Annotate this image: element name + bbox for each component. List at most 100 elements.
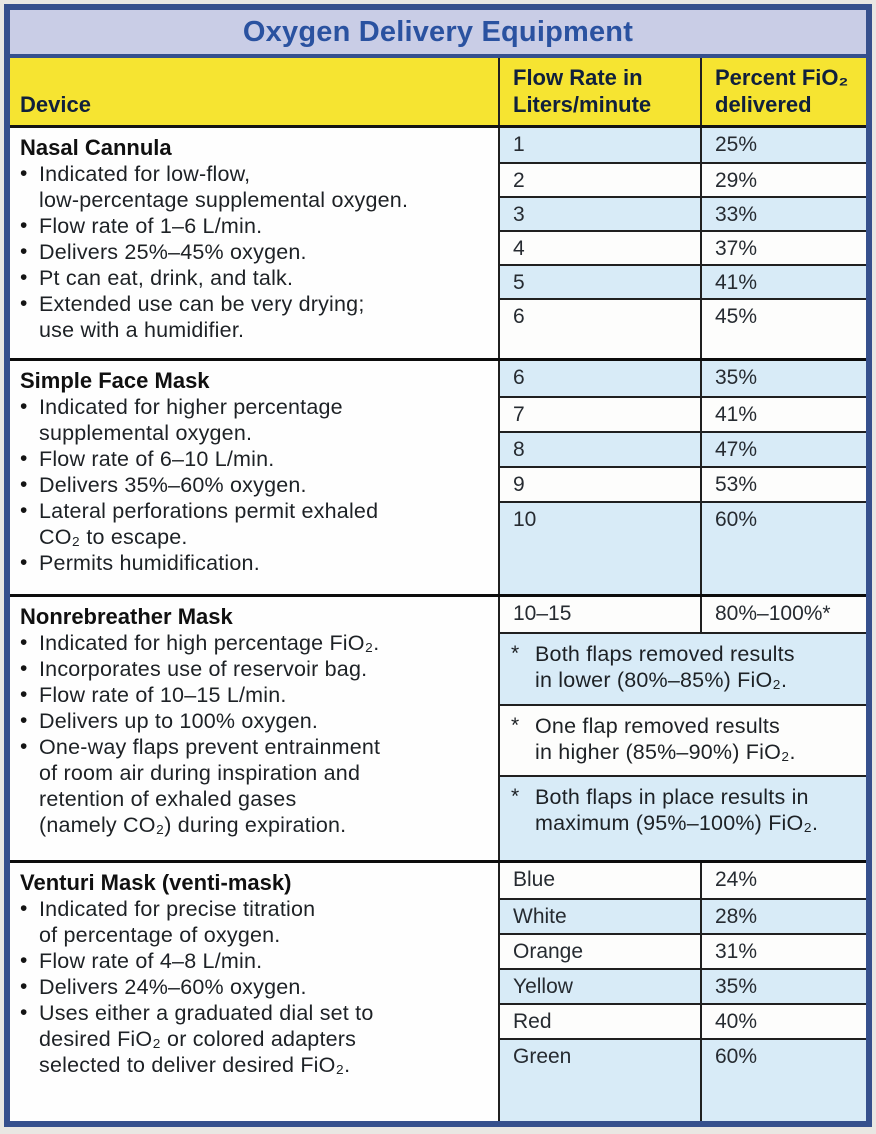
flow-rate-cell: 8 (500, 433, 702, 466)
table-row: Yellow 35% (500, 968, 866, 1003)
bullet-icon: • (20, 162, 28, 185)
bullet-text: Delivers 35%–60% oxygen. (39, 473, 307, 497)
bullet-icon: • (20, 473, 28, 496)
device-heading: Nonrebreather Mask (20, 604, 233, 629)
device-cell: Simple Face Mask • Indicated for higher p… (10, 361, 500, 594)
flow-rate-cell: 3 (500, 198, 702, 230)
bullet-text: Indicated for low-flow, low-percentage s… (39, 162, 409, 212)
page-title: Oxygen Delivery Equipment (242, 15, 634, 48)
bullet-text: Flow rate of 1–6 L/min. (39, 214, 263, 238)
asterisk-marker: * (511, 785, 520, 808)
device-heading: Nasal Cannula (20, 135, 172, 160)
table-row: 9 53% (500, 466, 866, 501)
device-cell: Nasal Cannula • Indicated for low-flow, l… (10, 128, 500, 358)
bullet-icon: • (20, 735, 28, 758)
fio2-cell: 35% (715, 975, 758, 998)
fio2-cell: 80%–100%* (715, 602, 831, 625)
bullet-item: • Delivers up to 100% oxygen. (20, 708, 490, 734)
rates-grid: 6 35% 7 41% 8 47% 9 53% 10 60% (500, 361, 866, 594)
table-row: Green 60% (500, 1038, 866, 1121)
footnote-row: * Both flaps in place results in maximum… (500, 775, 866, 860)
fio2-cell: 60% (715, 508, 758, 531)
table-row: 10 60% (500, 501, 866, 594)
flow-rate-cell: 7 (500, 398, 702, 431)
table-row: 6 35% (500, 361, 866, 396)
table-row: 4 37% (500, 230, 866, 264)
bullet-text: Flow rate of 10–15 L/min. (39, 683, 287, 707)
bullet-item: • Flow rate of 1–6 L/min. (20, 213, 490, 239)
asterisk-marker: * (511, 642, 520, 665)
title-bar: Oxygen Delivery Equipment (10, 10, 866, 58)
device-heading: Simple Face Mask (20, 368, 210, 393)
flow-rate-cell: 6 (500, 300, 702, 358)
bullet-text: Pt can eat, drink, and talk. (39, 266, 294, 290)
bullet-icon: • (20, 395, 28, 418)
flow-rate-cell: Yellow (500, 970, 702, 1003)
flow-rate-cell: White (500, 900, 702, 933)
footnote-row: * Both flaps removed results in lower (8… (500, 632, 866, 704)
bullet-text: Incorporates use of reservoir bag. (39, 657, 368, 681)
fio2-cell: 41% (715, 403, 758, 426)
footnote-text: Both flaps removed results in lower (80%… (535, 642, 795, 692)
section-simple-face-mask: Simple Face Mask • Indicated for higher p… (10, 358, 866, 594)
column-header-fio2: Percent FiO₂ delivered (715, 65, 849, 117)
bullet-icon: • (20, 949, 28, 972)
bullet-text: Delivers 25%–45% oxygen. (39, 240, 307, 264)
table-row: Blue 24% (500, 863, 866, 898)
bullet-text: Flow rate of 4–8 L/min. (39, 949, 263, 973)
flow-rate-cell: 6 (500, 361, 702, 396)
column-header-flow-rate: Flow Rate in Liters/minute (500, 58, 702, 125)
table-row: 6 45% (500, 298, 866, 358)
section-nonrebreather-mask: Nonrebreather Mask • Indicated for high p… (10, 594, 866, 860)
bullet-item: • Extended use can be very drying; use wi… (20, 291, 490, 343)
fio2-cell: 29% (715, 169, 758, 192)
table-row: 2 29% (500, 162, 866, 196)
bullet-icon: • (20, 709, 28, 732)
flow-rate-cell: 2 (500, 164, 702, 196)
device-cell: Venturi Mask (venti-mask) • Indicated for… (10, 863, 500, 1121)
equipment-table: Oxygen Delivery Equipment Device Flow Ra… (4, 4, 872, 1127)
table-row: 5 41% (500, 264, 866, 298)
flow-rate-cell: 5 (500, 266, 702, 298)
bullet-item: • Delivers 35%–60% oxygen. (20, 472, 490, 498)
footnote-text: Both flaps in place results in maximum (… (535, 785, 819, 835)
bullet-item: • Flow rate of 4–8 L/min. (20, 948, 490, 974)
bullet-text: Extended use can be very drying; use wit… (39, 292, 365, 342)
bullet-icon: • (20, 292, 28, 315)
device-heading: Venturi Mask (venti-mask) (20, 870, 292, 895)
bullet-text: Flow rate of 6–10 L/min. (39, 447, 275, 471)
bullet-item: • Delivers 25%–45% oxygen. (20, 239, 490, 265)
bullet-item: • Flow rate of 10–15 L/min. (20, 682, 490, 708)
fio2-cell: 37% (715, 237, 758, 260)
flow-rate-cell: 1 (500, 128, 702, 162)
table-row: White 28% (500, 898, 866, 933)
bullet-icon: • (20, 897, 28, 920)
bullet-text: Delivers 24%–60% oxygen. (39, 975, 307, 999)
flow-rate-cell: Green (500, 1040, 702, 1121)
table-row: 1 25% (500, 128, 866, 162)
bullet-icon: • (20, 447, 28, 470)
table-row: 7 41% (500, 396, 866, 431)
table-row: 10–15 80%–100%* (500, 597, 866, 632)
device-cell: Nonrebreather Mask • Indicated for high p… (10, 597, 500, 860)
bullet-item: • Pt can eat, drink, and talk. (20, 265, 490, 291)
bullet-item: • Delivers 24%–60% oxygen. (20, 974, 490, 1000)
bullet-icon: • (20, 683, 28, 706)
bullet-item: • Flow rate of 6–10 L/min. (20, 446, 490, 472)
column-header-device: Device (10, 58, 500, 125)
table-header-row: Device Flow Rate in Liters/minute Percen… (10, 58, 866, 128)
fio2-cell: 35% (715, 366, 758, 389)
flow-rate-cell: 10 (500, 503, 702, 594)
table-row: 3 33% (500, 196, 866, 230)
fio2-cell: 47% (715, 438, 758, 461)
footnote-row: * One flap removed results in higher (85… (500, 704, 866, 775)
fio2-cell: 24% (715, 868, 758, 891)
section-venturi-mask: Venturi Mask (venti-mask) • Indicated for… (10, 860, 866, 1121)
flow-rate-cell: Orange (500, 935, 702, 968)
fio2-cell: 41% (715, 271, 758, 294)
rates-grid: 10–15 80%–100%* * Both flaps removed res… (500, 597, 866, 860)
bullet-icon: • (20, 240, 28, 263)
footnote-text: One flap removed results in higher (85%–… (535, 714, 796, 764)
bullet-item: • Indicated for low-flow, low-percentage … (20, 161, 490, 213)
bullet-icon: • (20, 975, 28, 998)
